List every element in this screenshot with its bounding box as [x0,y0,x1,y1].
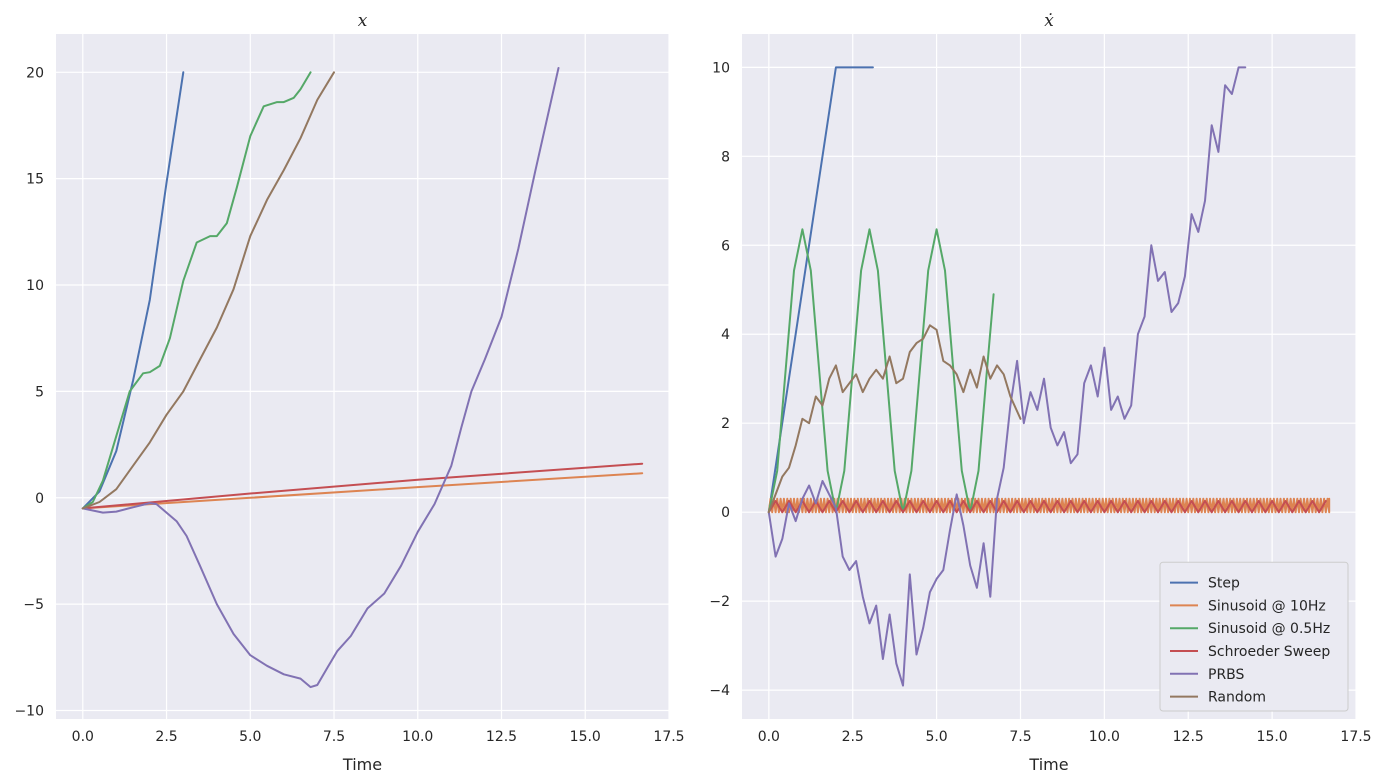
x-axis-label-position: Time [342,755,382,774]
y-tick-label-position: 0 [35,491,44,507]
y-tick-label-velocity: 0 [721,505,730,521]
legend-label-prbs: PRBS [1208,667,1245,683]
y-tick-label-velocity: 10 [712,60,730,76]
y-tick-label-velocity: −2 [709,594,730,610]
y-tick-label-position: −5 [23,597,44,613]
ticks-velocity: 0.0 2.5 5.0 7.5 10.0 12.5 15.0 17.5 −4 −2 0 2 4 6 8 10 [709,60,1371,745]
x-tick-label-velocity: 2.5 [842,729,864,745]
panel-velocity: 0.0 2.5 5.0 7.5 10.0 12.5 15.0 17.5−4−20246810 … [709,11,1371,774]
y-tick-label-velocity: 4 [721,327,730,343]
series-line-sinusoid-at-10hz-position [81,472,644,510]
x-tick-label-velocity: 0.0 [758,729,780,745]
series-line-step-velocity [767,66,874,514]
x-tick-label-position: 12.5 [486,729,517,745]
x-tick-label-velocity: 15.0 [1257,729,1288,745]
x-tick-label-velocity: 5.0 [925,729,947,745]
y-tick-label-position: 15 [26,172,44,188]
x-tick-label-position: 15.0 [570,729,601,745]
series-line-sinusoid-at-0-5hz-velocity [767,228,995,514]
y-tick-label-velocity: 2 [721,416,730,432]
x-axis-label-velocity: Time [1028,755,1068,774]
x-tick-label-position: 17.5 [653,729,684,745]
x-tick-label-position: 10.0 [402,729,433,745]
panel-title-position: x [358,11,368,31]
series-line-prbs-velocity [767,66,1247,687]
y-tick-label-position: −10 [14,703,44,719]
x-tick-label-velocity: 12.5 [1173,729,1204,745]
y-tick-label-velocity: −4 [709,683,730,699]
x-tick-label-position: 0.0 [72,729,94,745]
series-line-sinusoid-at-0-5hz-position [81,71,312,510]
ticks-position: 0.0 2.5 5.0 7.5 10.0 12.5 15.0 17.5 −10 −5 0 5 10 15 2… [14,65,684,745]
y-tick-label-position: 10 [26,278,44,294]
legend: Step Sinusoid @ 10Hz Sinusoid @ 0.5Hz Schro… [1159,561,1349,712]
legend-label-step: Step [1208,576,1240,592]
x-tick-label-position: 5.0 [239,729,261,745]
legend-label-sinusoid-at-10hz: Sinusoid @ 10Hz [1208,598,1326,614]
series-line-prbs-position [81,67,560,689]
x-tick-label-velocity: 7.5 [1009,729,1031,745]
series-group-velocity [767,66,1331,687]
legend-frame [1159,561,1349,712]
y-tick-label-velocity: 6 [721,238,730,254]
x-tick-label-position: 2.5 [155,729,177,745]
legend-label-random: Random [1208,690,1266,706]
legend-label-sinusoid-at-0-5hz: Sinusoid @ 0.5Hz [1208,621,1330,637]
panel-title-velocity: ẋ [1044,11,1054,31]
legend-label-schroeder-sweep: Schroeder Sweep [1208,644,1330,660]
series-line-random-velocity [767,324,1022,514]
x-tick-label-velocity: 10.0 [1089,729,1120,745]
series-group-position [81,67,644,689]
y-tick-label-position: 20 [26,65,44,81]
x-tick-label-position: 7.5 [323,729,345,745]
y-tick-label-velocity: 8 [721,149,730,165]
series-line-step-position [81,71,185,510]
series-line-random-position [81,71,335,510]
x-tick-label-velocity: 17.5 [1340,729,1371,745]
plot-area-position [56,34,669,719]
series-line-schroeder-sweep-position [81,462,644,510]
panel-position: 0.0 2.5 5.0 7.5 10.0 12.5 15.0 17.5 −10 −5 0 5 10 15 2… [14,11,684,774]
y-tick-label-position: 5 [35,384,44,400]
series-line-schroeder-sweep-velocity [767,500,1327,514]
grid-position [56,34,670,719]
